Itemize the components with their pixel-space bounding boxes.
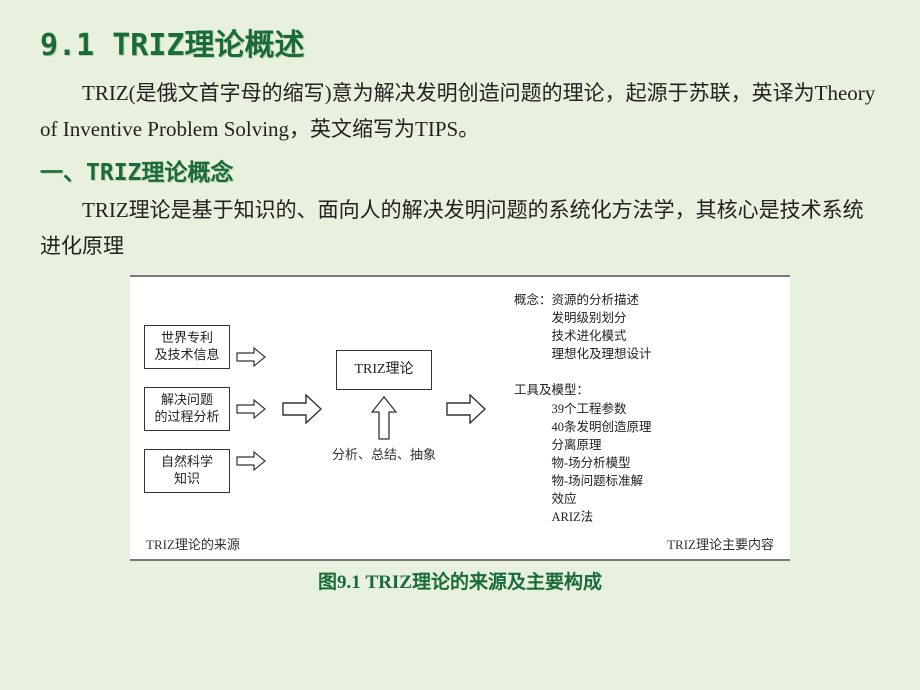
small-arrows-col (236, 347, 266, 471)
diagram-footer: TRIZ理论的来源 TRIZ理论主要内容 (144, 534, 776, 553)
output-arrow-col (446, 394, 486, 424)
arrow-right-icon (236, 347, 266, 367)
merge-arrow-col (282, 394, 322, 424)
footer-right-label: TRIZ理论主要内容 (667, 534, 774, 553)
center-stack: TRIZ理论 分析、总结、抽象 (332, 350, 436, 467)
arrow-right-icon (236, 451, 266, 471)
triz-diagram: 世界专利 及技术信息 解决问题 的过程分析 自然科学 知识 (130, 275, 790, 562)
diagram-body: 世界专利 及技术信息 解决问题 的过程分析 自然科学 知识 (144, 291, 776, 527)
input-box-3: 自然科学 知识 (144, 449, 230, 493)
intro-paragraph: TRIZ(是俄文首字母的缩写)意为解决发明创造问题的理论，起源于苏联，英译为Th… (40, 76, 880, 147)
slide-content: 9.1 TRIZ理论概述 TRIZ(是俄文首字母的缩写)意为解决发明创造问题的理… (0, 0, 920, 604)
arrow-right-big-icon (282, 394, 322, 424)
input-box-1: 世界专利 及技术信息 (144, 325, 230, 369)
footer-left-label: TRIZ理论的来源 (146, 534, 240, 553)
input-box-2: 解决问题 的过程分析 (144, 387, 230, 431)
arrow-right-icon (236, 399, 266, 419)
page-title: 9.1 TRIZ理论概述 (40, 20, 880, 64)
bottom-input-label: 分析、总结、抽象 (332, 444, 436, 463)
inputs-column: 世界专利 及技术信息 解决问题 的过程分析 自然科学 知识 (144, 325, 230, 493)
center-box: TRIZ理论 (336, 350, 432, 390)
section-body: TRIZ理论是基于知识的、面向人的解决发明问题的系统化方法学，其核心是技术系统进… (40, 193, 880, 264)
figure-caption: 图9.1 TRIZ理论的来源及主要构成 (40, 567, 880, 594)
section-subtitle: 一、TRIZ理论概念 (40, 153, 880, 187)
arrow-up-icon (371, 396, 397, 440)
right-content-block: 概念：资源的分析描述 发明级别划分 技术进化模式 理想化及理想设计 工具及模型：… (514, 291, 652, 527)
arrow-right-big-icon (446, 394, 486, 424)
